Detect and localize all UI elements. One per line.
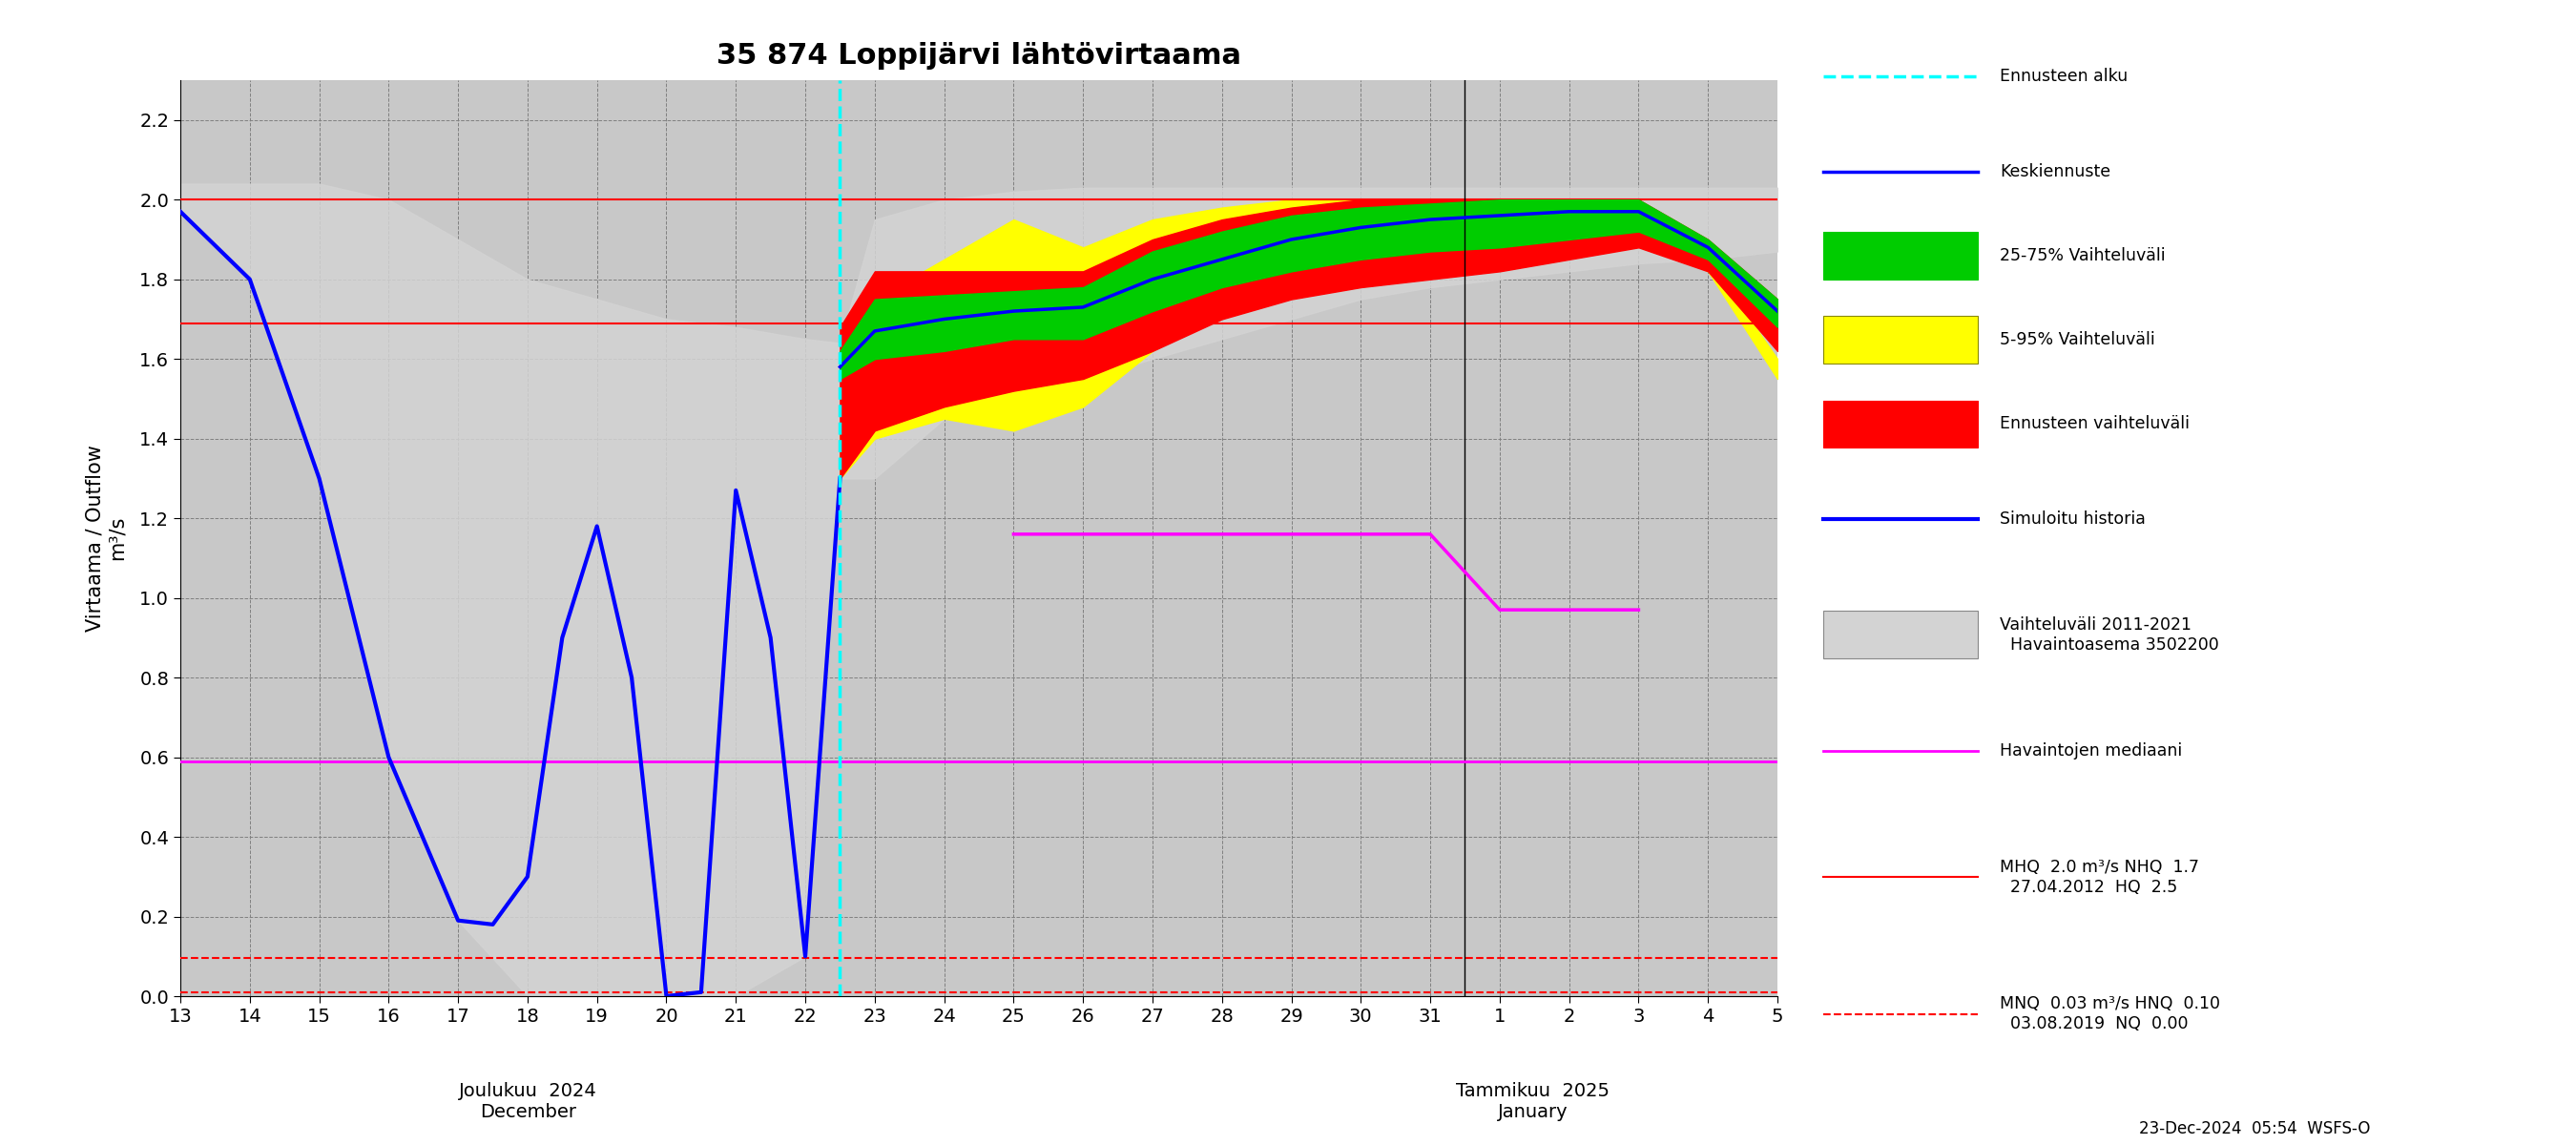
Text: MHQ  2.0 m³/s NHQ  1.7
  27.04.2012  HQ  2.5: MHQ 2.0 m³/s NHQ 1.7 27.04.2012 HQ 2.5 — [1999, 859, 2200, 895]
Bar — [1824, 231, 1978, 279]
Y-axis label: Virtaama / Outflow
m³/s: Virtaama / Outflow m³/s — [85, 444, 126, 632]
Title: 35 874 Loppijärvi lähtövirtaama: 35 874 Loppijärvi lähtövirtaama — [716, 42, 1242, 70]
Text: Vaihteluväli 2011-2021
  Havaintoasema 3502200: Vaihteluväli 2011-2021 Havaintoasema 350… — [1999, 616, 2218, 654]
Text: MNQ  0.03 m³/s HNQ  0.10
  03.08.2019  NQ  0.00: MNQ 0.03 m³/s HNQ 0.10 03.08.2019 NQ 0.0… — [1999, 995, 2221, 1033]
Text: Keskiennuste: Keskiennuste — [1999, 163, 2110, 180]
Bar — [1824, 316, 1978, 364]
Text: 23-Dec-2024  05:54  WSFS-O: 23-Dec-2024 05:54 WSFS-O — [2138, 1120, 2370, 1137]
Bar — [1824, 611, 1978, 658]
Text: Joulukuu  2024
December: Joulukuu 2024 December — [459, 1082, 598, 1121]
Text: Tammikuu  2025
January: Tammikuu 2025 January — [1455, 1082, 1610, 1121]
Text: 25-75% Vaihteluväli: 25-75% Vaihteluväli — [1999, 247, 2166, 264]
Text: Simuloitu historia: Simuloitu historia — [1999, 511, 2146, 528]
Bar — [1824, 401, 1978, 448]
Text: Ennusteen alku: Ennusteen alku — [1999, 68, 2128, 85]
Text: Havaintojen mediaani: Havaintojen mediaani — [1999, 742, 2182, 759]
Text: Ennusteen vaihteluväli: Ennusteen vaihteluväli — [1999, 416, 2190, 433]
Text: 5-95% Vaihteluväli: 5-95% Vaihteluväli — [1999, 331, 2156, 348]
